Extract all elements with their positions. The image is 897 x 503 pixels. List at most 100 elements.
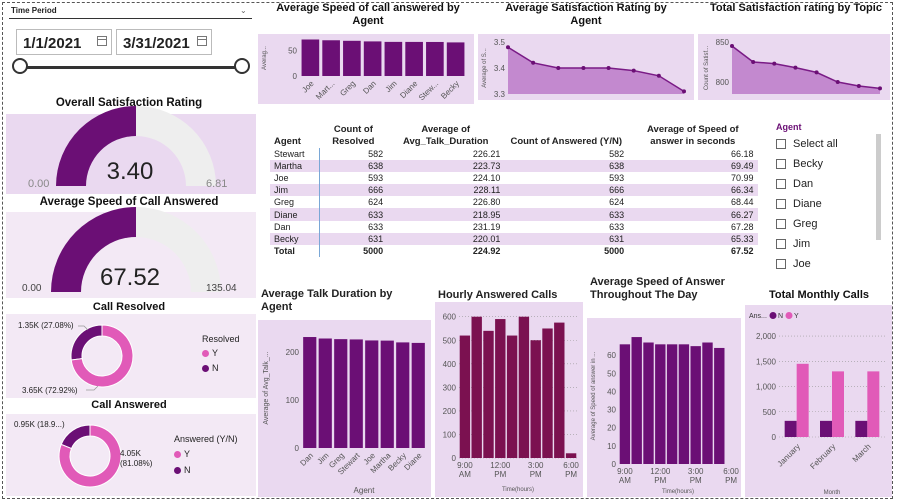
- bar[interactable]: [446, 42, 465, 76]
- legend-item-n[interactable]: N: [174, 465, 238, 475]
- bar-n[interactable]: [820, 420, 832, 437]
- data-point[interactable]: [556, 66, 561, 70]
- donut-slice-y[interactable]: [70, 324, 134, 388]
- bar[interactable]: [405, 41, 423, 76]
- table-row[interactable]: Greg 624 226.80 624 68.44: [270, 196, 758, 209]
- legend-item-y[interactable]: Y: [174, 449, 238, 459]
- table-row[interactable]: Martha 638 223.73 638 69.49: [270, 160, 758, 173]
- bar[interactable]: [343, 40, 361, 76]
- bar[interactable]: [426, 41, 444, 76]
- table-row[interactable]: Jim 666 228.11 666 66.34: [270, 184, 758, 197]
- column-header[interactable]: Average of Avg_Talk_Duration: [402, 124, 489, 147]
- column-header[interactable]: Count of Resolved: [332, 124, 375, 147]
- table-row[interactable]: Diane 633 218.95 633 66.27: [270, 208, 758, 221]
- bar[interactable]: [459, 335, 471, 458]
- bar[interactable]: [396, 342, 410, 448]
- column-header[interactable]: Agent: [274, 136, 301, 147]
- bar[interactable]: [643, 342, 654, 464]
- agent-slicer-item[interactable]: Becky: [776, 157, 823, 171]
- bar-y[interactable]: [796, 363, 809, 437]
- bar-y[interactable]: [832, 371, 844, 437]
- data-point[interactable]: [506, 45, 510, 50]
- data-point[interactable]: [814, 70, 819, 75]
- legend-item-n[interactable]: N: [202, 363, 240, 373]
- data-point[interactable]: [682, 89, 686, 94]
- bar-n[interactable]: [784, 420, 797, 437]
- bar[interactable]: [666, 344, 678, 464]
- data-point[interactable]: [531, 60, 536, 65]
- checkbox-icon[interactable]: [776, 159, 786, 170]
- bar[interactable]: [542, 328, 553, 458]
- bar[interactable]: [349, 339, 363, 448]
- bar[interactable]: [483, 330, 494, 458]
- bar-y[interactable]: [867, 371, 880, 437]
- bar[interactable]: [506, 335, 518, 458]
- date-range-slider-track[interactable]: [20, 66, 242, 69]
- date-range-slider-start-handle[interactable]: [12, 58, 28, 74]
- bar-n[interactable]: [855, 420, 868, 437]
- bar[interactable]: [565, 453, 577, 458]
- checkbox-icon[interactable]: [776, 219, 786, 230]
- end-date-input[interactable]: 3/31/2021: [116, 29, 212, 55]
- checkbox-icon[interactable]: [776, 139, 786, 150]
- donut-slice-n[interactable]: [70, 324, 103, 361]
- bar[interactable]: [411, 342, 425, 448]
- legend-item-y[interactable]: Y: [202, 348, 240, 358]
- table-row[interactable]: Joe 593 224.10 593 70.99: [270, 172, 758, 185]
- agent-slicer-item[interactable]: Select all: [776, 137, 838, 151]
- data-point[interactable]: [581, 66, 586, 70]
- bar[interactable]: [690, 346, 701, 464]
- data-point[interactable]: [631, 68, 636, 73]
- table-row[interactable]: Dan 633 231.19 633 67.28: [270, 220, 758, 233]
- bar[interactable]: [334, 339, 348, 448]
- agent-slicer-item[interactable]: Dan: [776, 177, 813, 191]
- bar[interactable]: [318, 338, 332, 448]
- data-point[interactable]: [606, 66, 611, 70]
- bar[interactable]: [554, 322, 565, 458]
- bar[interactable]: [365, 340, 379, 448]
- agent-slicer-item[interactable]: Diane: [776, 197, 822, 211]
- bar[interactable]: [380, 340, 394, 448]
- bar[interactable]: [363, 41, 382, 76]
- checkbox-icon[interactable]: [776, 239, 786, 250]
- agent-slicer-item[interactable]: Joe: [776, 257, 811, 271]
- data-point[interactable]: [751, 60, 756, 64]
- agent-slicer-item[interactable]: Jim: [776, 237, 810, 251]
- date-range-slider-end-handle[interactable]: [234, 58, 250, 74]
- bar[interactable]: [655, 344, 666, 464]
- data-point[interactable]: [793, 65, 798, 70]
- column-header[interactable]: Count of Answered (Y/N): [510, 136, 622, 147]
- data-point[interactable]: [656, 73, 661, 78]
- data-point[interactable]: [856, 84, 861, 88]
- data-point[interactable]: [772, 61, 777, 66]
- chevron-down-icon[interactable]: ⌄: [240, 6, 247, 15]
- donut-slice-n[interactable]: [60, 424, 91, 450]
- data-point[interactable]: [878, 86, 882, 91]
- agent-slicer-scrollbar[interactable]: [876, 134, 881, 240]
- calendar-icon[interactable]: [97, 36, 107, 46]
- checkbox-icon[interactable]: [776, 179, 786, 190]
- bar[interactable]: [301, 39, 320, 76]
- table-row[interactable]: Stewart 582 226.21 582 66.18: [270, 148, 758, 161]
- table-row[interactable]: Becky 631 220.01 631 65.33: [270, 232, 758, 245]
- donut-slice-y[interactable]: [58, 424, 122, 488]
- bar[interactable]: [303, 337, 317, 448]
- agent-slicer-item[interactable]: Greg: [776, 217, 817, 231]
- data-point[interactable]: [730, 44, 734, 48]
- bar[interactable]: [384, 41, 403, 76]
- start-date-input[interactable]: 1/1/2021: [16, 29, 112, 55]
- bar[interactable]: [678, 344, 690, 464]
- bar[interactable]: [714, 347, 725, 464]
- bar[interactable]: [631, 337, 642, 464]
- column-header[interactable]: Average of Speed of answer in seconds: [647, 124, 739, 147]
- bar[interactable]: [518, 316, 530, 458]
- checkbox-icon[interactable]: [776, 199, 786, 210]
- calendar-icon[interactable]: [197, 36, 207, 46]
- bar[interactable]: [530, 340, 541, 458]
- checkbox-icon[interactable]: [776, 259, 786, 270]
- bar[interactable]: [619, 344, 631, 464]
- bar[interactable]: [495, 319, 506, 458]
- data-point[interactable]: [835, 80, 840, 84]
- bar[interactable]: [702, 342, 713, 464]
- bar[interactable]: [322, 40, 340, 76]
